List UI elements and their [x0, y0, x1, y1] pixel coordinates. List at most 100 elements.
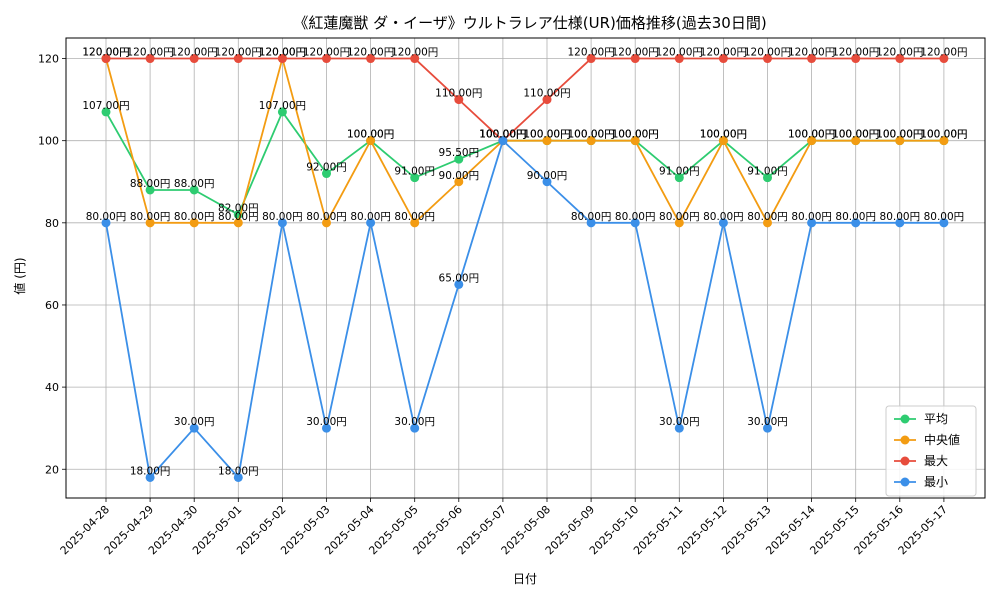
data-label: 100.00円	[347, 129, 394, 141]
data-label: 100.00円	[920, 129, 967, 141]
data-label: 80.00円	[394, 211, 435, 223]
data-label: 92.00円	[306, 162, 347, 174]
data-label: 120.00円	[171, 47, 218, 59]
series-line	[105, 139, 944, 480]
legend-box	[885, 405, 977, 497]
data-label: 110.00円	[435, 88, 482, 100]
data-label: 120.00円	[391, 47, 438, 59]
data-label: 100.00円	[479, 129, 526, 141]
y-tick-label: 120	[38, 53, 59, 66]
data-point	[674, 54, 684, 64]
legend-item-最大: 最大	[894, 454, 948, 468]
legend-label: 最大	[924, 454, 948, 468]
data-label: 100.00円	[876, 129, 923, 141]
data-label: 120.00円	[82, 47, 129, 59]
data-label: 120.00円	[303, 47, 350, 59]
data-label: 88.00円	[174, 178, 215, 190]
legend-item-平均: 平均	[894, 412, 948, 426]
data-point	[542, 177, 552, 187]
data-label: 88.00円	[130, 178, 171, 190]
y-tick-label: 20	[45, 463, 59, 476]
data-label: 120.00円	[832, 47, 879, 59]
data-point	[233, 54, 243, 64]
data-point	[454, 154, 464, 164]
data-point	[718, 218, 728, 228]
data-point	[101, 107, 111, 117]
data-point	[101, 54, 111, 64]
data-point	[277, 107, 287, 117]
data-label: 120.00円	[744, 47, 791, 59]
data-point	[939, 218, 949, 228]
data-point	[454, 279, 464, 289]
data-label: 100.00円	[479, 129, 526, 141]
y-tick-label: 40	[45, 381, 59, 394]
data-label: 100.00円	[876, 129, 923, 141]
data-label: 82.00円	[218, 203, 259, 215]
data-label: 80.00円	[262, 211, 303, 223]
data-label: 100.00円	[347, 129, 394, 141]
data-label: 120.00円	[920, 47, 967, 59]
data-label: 110.00円	[523, 88, 570, 100]
data-label: 100.00円	[832, 129, 879, 141]
legend-label: 中央値	[924, 432, 960, 447]
data-point	[807, 218, 817, 228]
data-point	[145, 218, 155, 228]
data-label: 120.00円	[347, 47, 394, 59]
legend-label: 平均	[924, 412, 948, 426]
data-point	[895, 54, 905, 64]
data-point	[366, 218, 376, 228]
data-point	[366, 136, 376, 146]
legend-swatch-marker	[900, 414, 910, 424]
data-label: 100.00円	[612, 129, 659, 141]
data-point	[189, 423, 199, 433]
data-label: 120.00円	[259, 47, 306, 59]
axes-layer: 2025-04-282025-04-292025-04-302025-05-01…	[38, 37, 986, 557]
data-label: 120.00円	[876, 47, 923, 59]
data-label: 107.00円	[259, 100, 306, 112]
data-point	[674, 173, 684, 183]
data-point	[586, 54, 596, 64]
y-tick-label: 60	[45, 299, 59, 312]
data-point	[498, 136, 508, 146]
data-point	[718, 136, 728, 146]
data-label: 100.00円	[920, 129, 967, 141]
data-label: 80.00円	[571, 211, 612, 223]
data-point	[410, 54, 420, 64]
data-label: 100.00円	[612, 129, 659, 141]
data-point	[939, 136, 949, 146]
data-label: 80.00円	[791, 211, 832, 223]
data-point	[277, 218, 287, 228]
legend-swatch-marker	[900, 456, 910, 466]
data-label: 80.00円	[703, 211, 744, 223]
data-point	[322, 218, 331, 228]
data-label: 91.00円	[747, 166, 788, 178]
data-point	[189, 218, 199, 228]
data-point	[586, 218, 596, 228]
data-point	[189, 54, 199, 64]
data-label: 120.00円	[82, 47, 129, 59]
data-point	[763, 54, 772, 64]
grid-layer	[66, 38, 985, 498]
data-label: 30.00円	[174, 416, 215, 428]
data-point	[189, 185, 199, 195]
data-point	[763, 173, 772, 183]
data-point	[674, 218, 684, 228]
data-point	[145, 54, 155, 64]
data-point	[542, 95, 552, 105]
data-label: 100.00円	[700, 129, 747, 141]
data-point	[851, 54, 861, 64]
data-point	[322, 54, 331, 64]
data-point	[895, 136, 905, 146]
data-label: 80.00円	[747, 211, 788, 223]
series-line	[106, 57, 944, 142]
data-label: 100.00円	[567, 129, 614, 141]
data-point	[322, 423, 331, 433]
data-label: 30.00円	[306, 416, 347, 428]
x-axis-label: 日付	[513, 572, 537, 586]
data-point	[851, 218, 861, 228]
data-point	[410, 423, 420, 433]
data-point	[410, 173, 420, 183]
y-tick-label: 80	[45, 217, 59, 230]
